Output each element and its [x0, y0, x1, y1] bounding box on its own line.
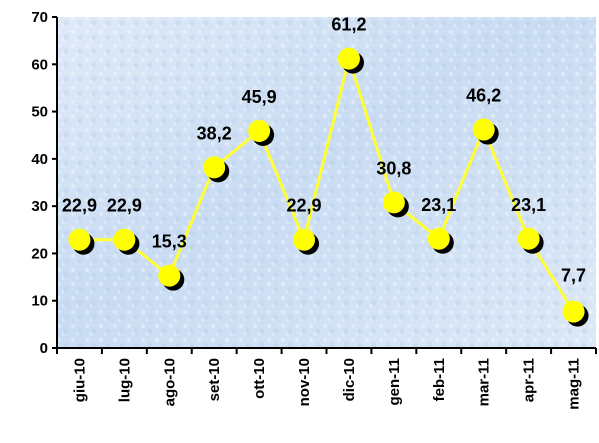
x-tick-label: set-10: [206, 358, 223, 401]
data-label: 46,2: [466, 86, 501, 106]
plot-area: [57, 17, 596, 348]
data-point: [203, 156, 230, 183]
x-tick-label: ago-10: [161, 358, 178, 406]
data-point: [427, 227, 454, 254]
data-point: [158, 264, 185, 291]
y-tick-label: 60: [31, 56, 48, 73]
x-tick-label: giu-10: [71, 358, 88, 402]
data-label: 61,2: [331, 15, 366, 35]
y-tick-label: 50: [31, 104, 48, 121]
data-point: [248, 119, 275, 146]
y-tick-label: 10: [31, 293, 48, 310]
data-label: 15,3: [152, 232, 187, 252]
data-point: [517, 227, 544, 254]
data-label: 23,1: [421, 195, 456, 215]
data-point: [562, 300, 589, 327]
x-tick-label: apr-11: [521, 358, 538, 402]
data-label: 23,1: [511, 195, 546, 215]
data-point: [68, 228, 95, 255]
y-tick-label: 30: [31, 198, 48, 215]
data-label: 22,9: [107, 196, 142, 216]
data-point: [337, 47, 364, 74]
y-tick-label: 0: [40, 340, 48, 357]
y-axis-ticks: 0 10 20 30 40 50 60 70: [31, 9, 57, 357]
data-label: 38,2: [197, 123, 232, 143]
series-markers: [68, 47, 589, 327]
x-tick-label: nov-10: [296, 358, 313, 406]
data-label: 22,9: [287, 196, 322, 216]
x-tick-label: mag-11: [566, 358, 583, 410]
x-tick-label: ott-10: [251, 358, 268, 399]
y-tick-label: 40: [31, 151, 48, 168]
data-point: [293, 228, 320, 255]
data-labels: 22,9 22,9 15,3 38,2 45,9 22,9 61,2 30,8 23,1 46,2…: [62, 15, 586, 286]
data-label: 22,9: [62, 196, 97, 216]
x-axis-ticks: giu-10 lug-10 ago-10 set-10 ott-10 nov-10 dic-…: [56, 348, 597, 410]
x-tick-label: dic-10: [341, 358, 358, 401]
data-point: [382, 191, 409, 218]
data-point: [472, 118, 499, 145]
data-label: 45,9: [242, 87, 277, 107]
x-tick-label: feb-11: [431, 358, 448, 401]
data-point: [113, 228, 140, 255]
data-label: 7,7: [561, 266, 586, 286]
x-tick-label: lug-10: [116, 358, 133, 402]
data-label: 30,8: [376, 158, 411, 178]
x-tick-label: mar-11: [476, 358, 493, 406]
x-tick-label: gen-11: [386, 358, 403, 406]
y-tick-label: 20: [31, 245, 48, 262]
y-tick-label: 70: [31, 9, 48, 26]
